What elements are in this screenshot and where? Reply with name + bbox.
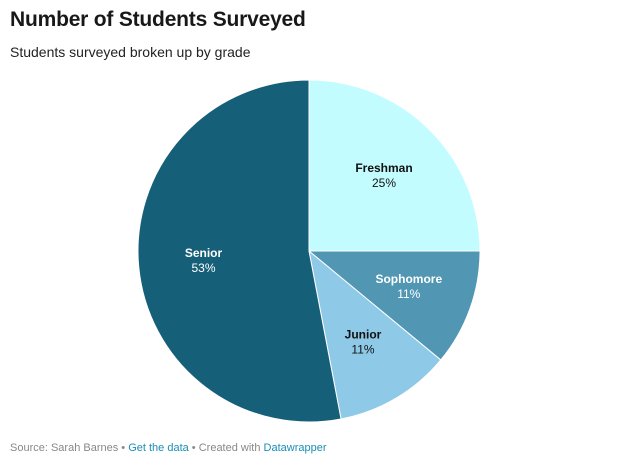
datawrapper-link[interactable]: Datawrapper: [263, 442, 327, 454]
slice-label-freshman: Freshman: [355, 161, 412, 175]
slice-value-senior: 53%: [191, 261, 215, 275]
slice-value-sophomore: 11%: [397, 287, 420, 301]
slice-value-junior: 11%: [351, 342, 374, 356]
chart-title: Number of Students Surveyed: [10, 8, 306, 31]
slice-label-sophomore: Sophomore: [375, 272, 442, 286]
slice-value-freshman: 25%: [372, 176, 396, 190]
pie-slices: [137, 79, 481, 423]
pie-chart: Freshman25%Sophomore11%Junior11%Senior53…: [137, 79, 481, 423]
pie-labels: Freshman25%Sophomore11%Junior11%Senior53…: [185, 161, 443, 356]
source-text: Source: Sarah Barnes: [10, 442, 119, 454]
footer-separator: •: [188, 442, 199, 454]
pie-slice-freshman: [308, 79, 481, 252]
created-with-text: Created with: [198, 442, 261, 454]
pie-slice-sophomore: [307, 250, 481, 361]
slice-label-junior: Junior: [345, 327, 382, 341]
chart-subtitle: Students surveyed broken up by grade: [10, 44, 251, 60]
get-the-data-link[interactable]: Get the data: [128, 442, 189, 454]
pie-slice-senior: [137, 79, 342, 423]
slice-label-senior: Senior: [185, 246, 223, 260]
pie-slice-junior: [308, 249, 442, 420]
chart-footer: Source: Sarah Barnes • Get the data • Cr…: [10, 442, 327, 454]
footer-separator: •: [118, 442, 129, 454]
